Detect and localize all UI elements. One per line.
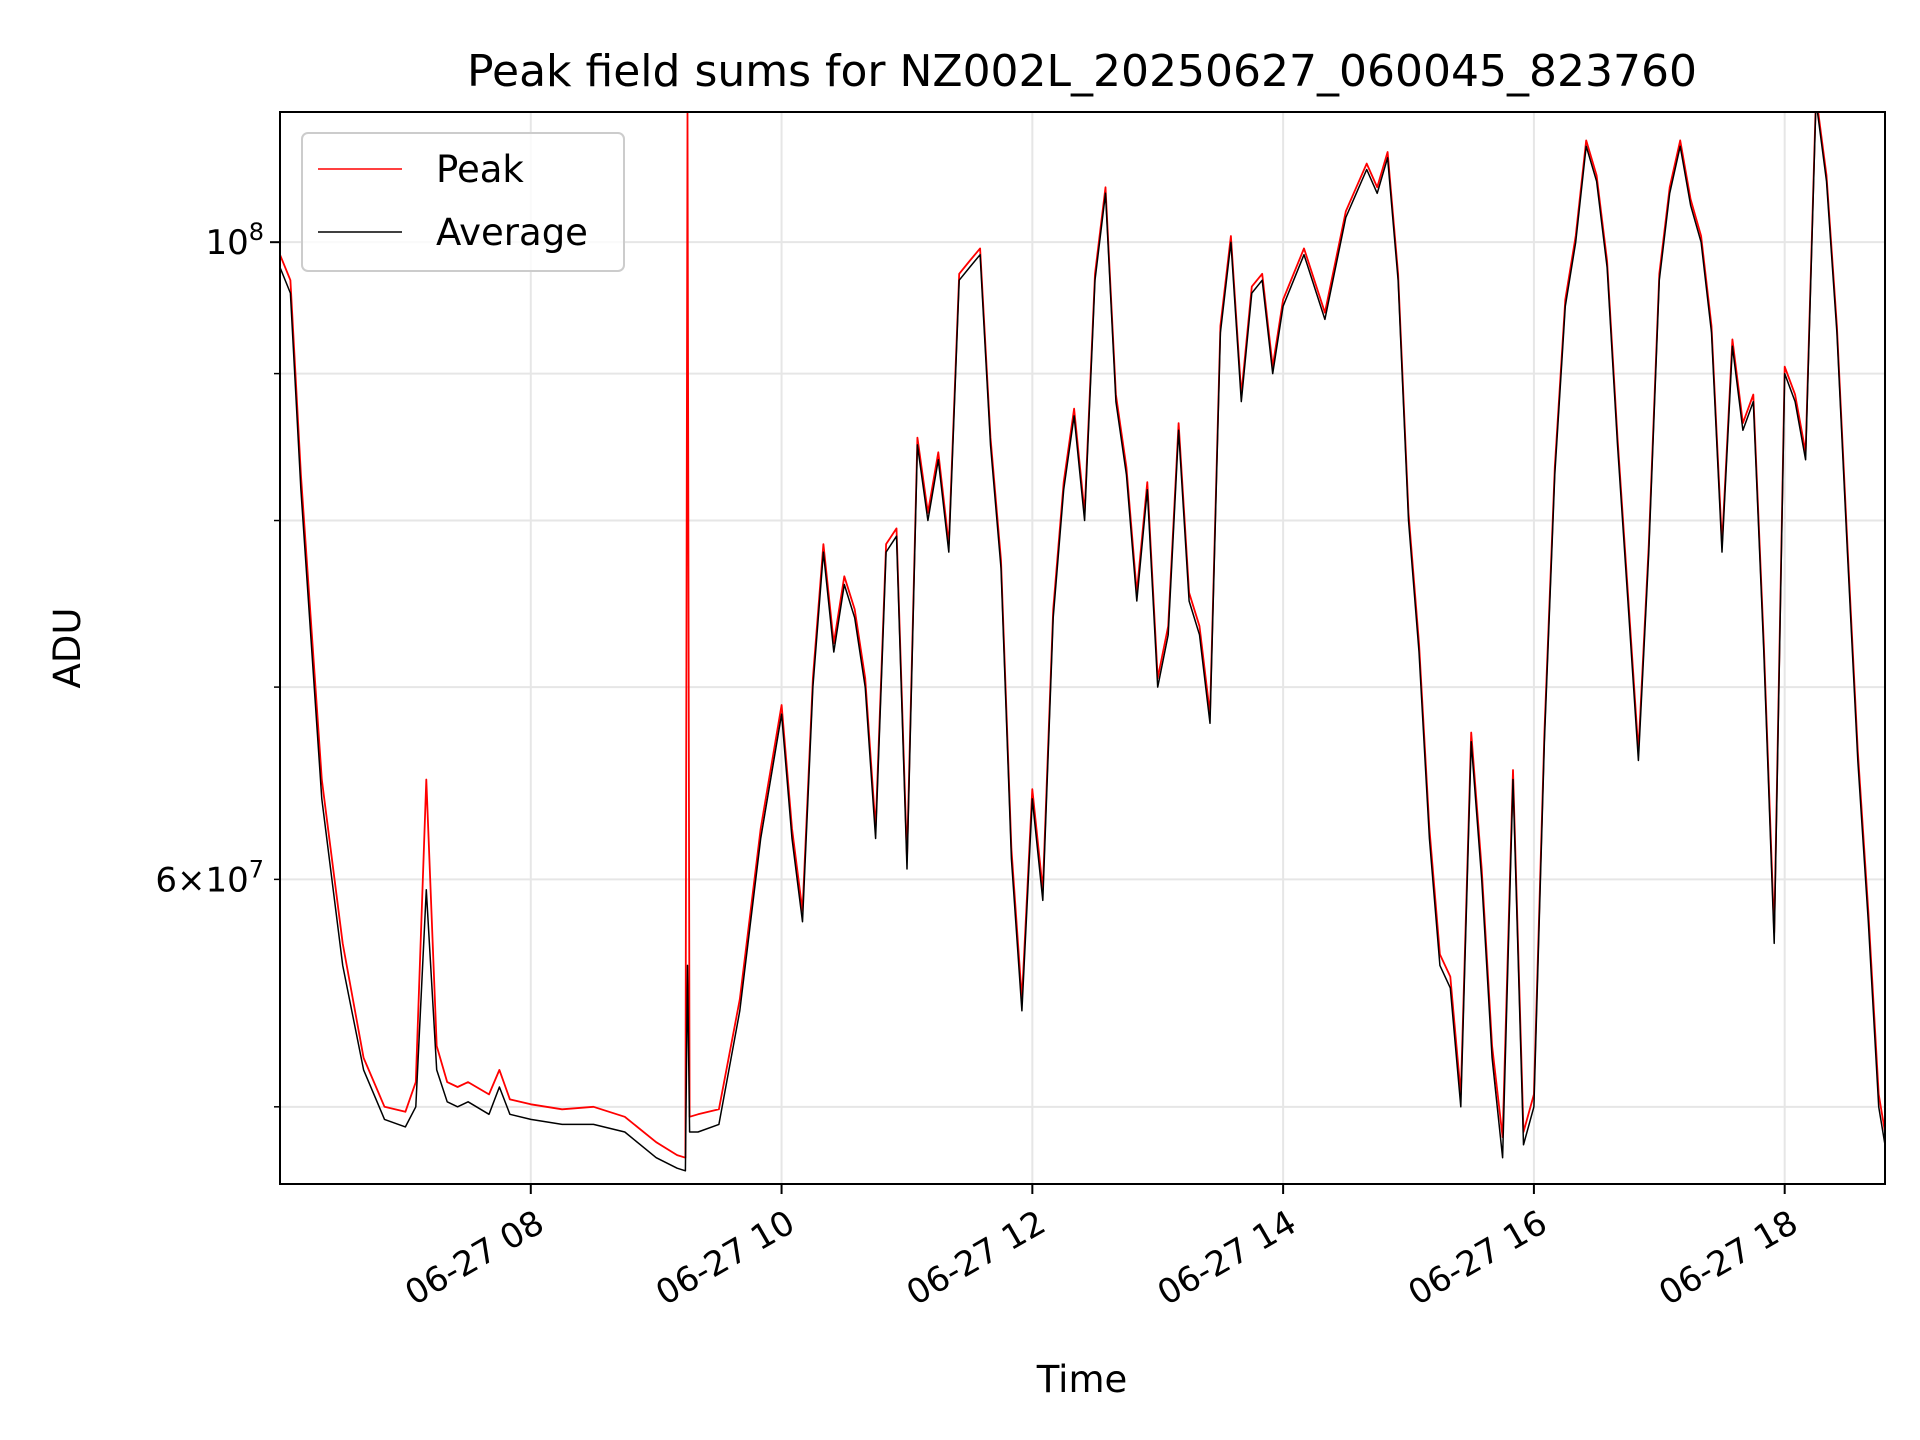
- legend-box: [301, 132, 625, 272]
- y-axis-ticks: 108 6×107: [155, 218, 280, 1108]
- series-line-average: [280, 112, 1885, 1172]
- legend-label-peak: Peak: [436, 148, 524, 191]
- x-axis-label: Time: [1036, 1358, 1128, 1401]
- series-layer: [280, 112, 1885, 1172]
- legend: Peak Average: [301, 132, 625, 272]
- chart-title: Peak field sums for NZ002L_20250627_0600…: [467, 46, 1697, 97]
- y-tick-label-minor-0: 6×107: [155, 855, 264, 900]
- legend-label-average: Average: [436, 211, 588, 254]
- y-axis-label: ADU: [46, 608, 89, 689]
- y-tick-label-major-0: 108: [205, 218, 264, 263]
- plot-frame: [279, 111, 1886, 1185]
